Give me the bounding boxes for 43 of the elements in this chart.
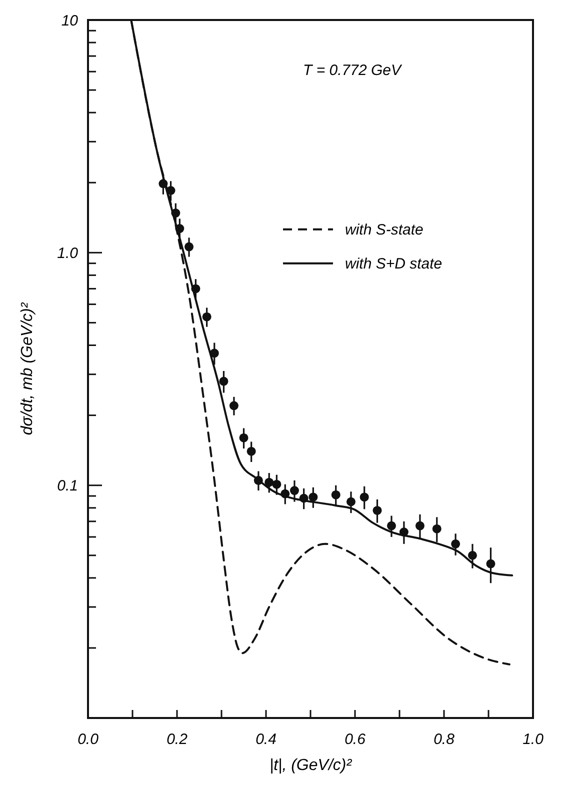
point	[386, 521, 396, 530]
point	[210, 348, 219, 358]
point	[451, 539, 460, 548]
point	[486, 559, 496, 568]
point	[246, 446, 256, 456]
point	[299, 494, 308, 503]
point	[399, 528, 408, 537]
legend-label: with S-state	[345, 222, 424, 239]
point	[219, 376, 228, 386]
point	[254, 476, 263, 485]
x-tick-label: 0.8	[434, 731, 456, 748]
point	[184, 242, 194, 252]
legend-label: with S+D state	[345, 256, 442, 273]
x-tick-label: 0.6	[344, 731, 366, 748]
point	[272, 480, 282, 489]
y-tick-label: 1.0	[57, 244, 79, 262]
point	[171, 208, 180, 218]
point	[360, 492, 369, 502]
y-tick-label: 0.1	[57, 478, 78, 495]
point	[202, 312, 212, 322]
point	[239, 433, 248, 442]
point	[432, 524, 442, 534]
x-tick-label: 0.4	[256, 731, 276, 748]
point	[229, 401, 238, 410]
point	[372, 506, 382, 515]
point	[415, 521, 424, 530]
point	[264, 478, 274, 487]
point	[290, 486, 299, 496]
point	[468, 550, 477, 560]
y-axis-title: dσ/dt, mb (GeV/c)²	[19, 302, 36, 436]
y-tick-label: 10	[61, 12, 79, 30]
annotation: T = 0.772 GeV	[303, 62, 403, 79]
point	[158, 179, 168, 188]
point	[308, 492, 318, 502]
point	[346, 497, 356, 506]
point	[331, 490, 340, 500]
point	[175, 224, 184, 234]
x-tick-label: 0.2	[166, 731, 188, 748]
point	[191, 284, 200, 294]
x-tick-label: 0.0	[78, 731, 100, 748]
point	[280, 489, 290, 498]
x-tick-label: 1.0	[522, 731, 544, 748]
x-axis-title: |t|, (GeV/c)²	[269, 757, 352, 774]
